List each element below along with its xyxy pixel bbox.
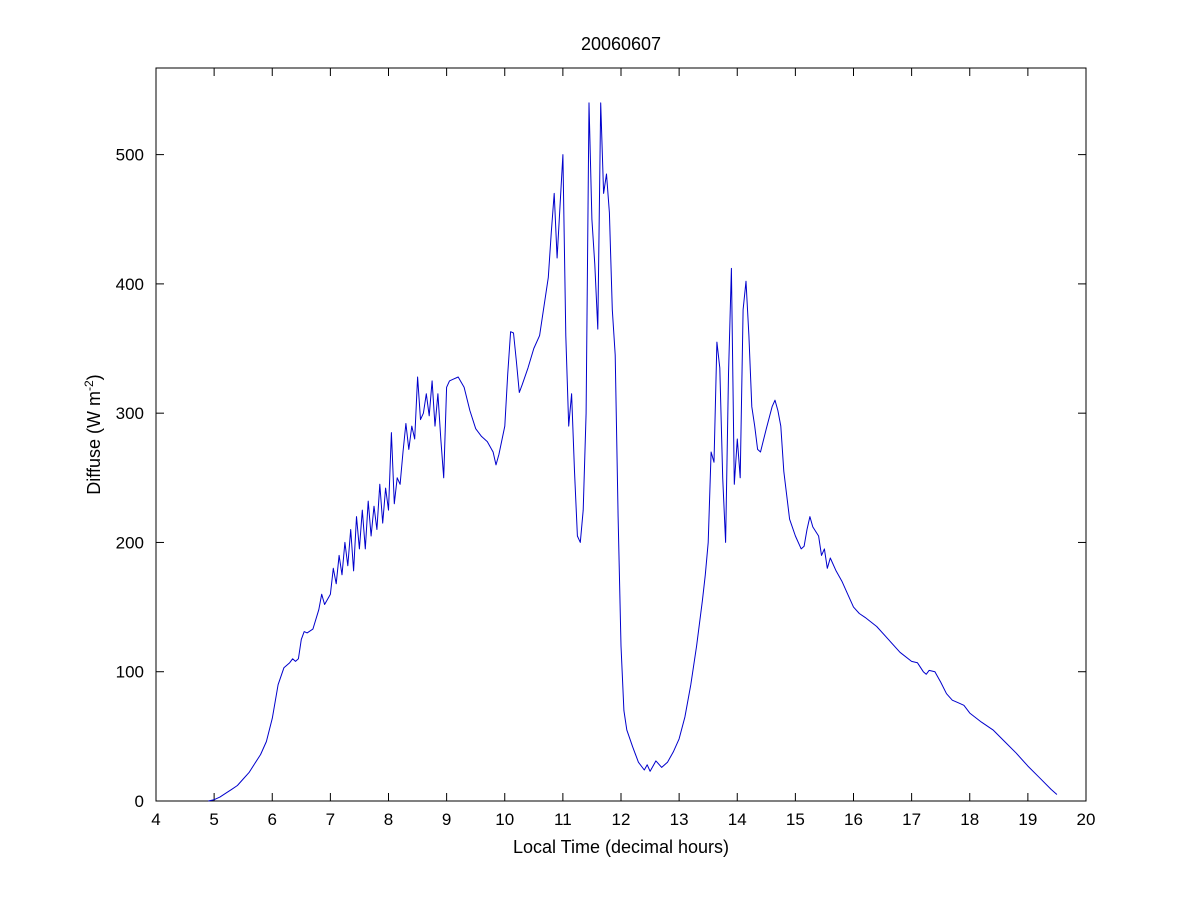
y-axis-title-superscript: -2	[82, 380, 96, 391]
y-tick-label: 400	[116, 275, 144, 294]
y-tick-label: 0	[135, 792, 144, 811]
x-tick-label: 7	[326, 810, 335, 829]
y-axis-title-close: )	[84, 374, 104, 380]
y-tick-label: 100	[116, 663, 144, 682]
x-tick-label: 17	[902, 810, 921, 829]
x-tick-label: 5	[209, 810, 218, 829]
x-axis-title: Local Time (decimal hours)	[513, 837, 729, 857]
x-tick-label: 18	[960, 810, 979, 829]
y-tick-label: 500	[116, 146, 144, 165]
x-tick-label: 11	[554, 810, 572, 829]
x-tick-label: 10	[495, 810, 514, 829]
x-tick-label: 19	[1018, 810, 1037, 829]
x-tick-label: 12	[612, 810, 631, 829]
x-tick-label: 15	[786, 810, 805, 829]
x-tick-label: 6	[268, 810, 277, 829]
plot-area-frame	[155, 67, 1087, 802]
y-axis-title: Diffuse (W m-2)	[82, 374, 104, 494]
chart-title: 20060607	[581, 34, 661, 54]
axis-ticks: 4 5 6 7 8 9 10 11 12 13 14 15 16 17 18 19 20010020030040…	[116, 68, 1096, 829]
y-axis-title-main: Diffuse (W m	[84, 391, 104, 495]
y-tick-label: 200	[116, 533, 144, 552]
x-tick-label: 13	[670, 810, 689, 829]
x-tick-label: 8	[384, 810, 393, 829]
x-tick-label: 16	[844, 810, 863, 829]
x-tick-label: 4	[151, 810, 160, 829]
x-tick-label: 9	[442, 810, 451, 829]
series-group	[208, 102, 1058, 802]
x-tick-label: 20	[1077, 810, 1096, 829]
y-tick-label: 300	[116, 404, 144, 423]
x-tick-label: 14	[728, 810, 747, 829]
series-line	[208, 102, 1058, 802]
